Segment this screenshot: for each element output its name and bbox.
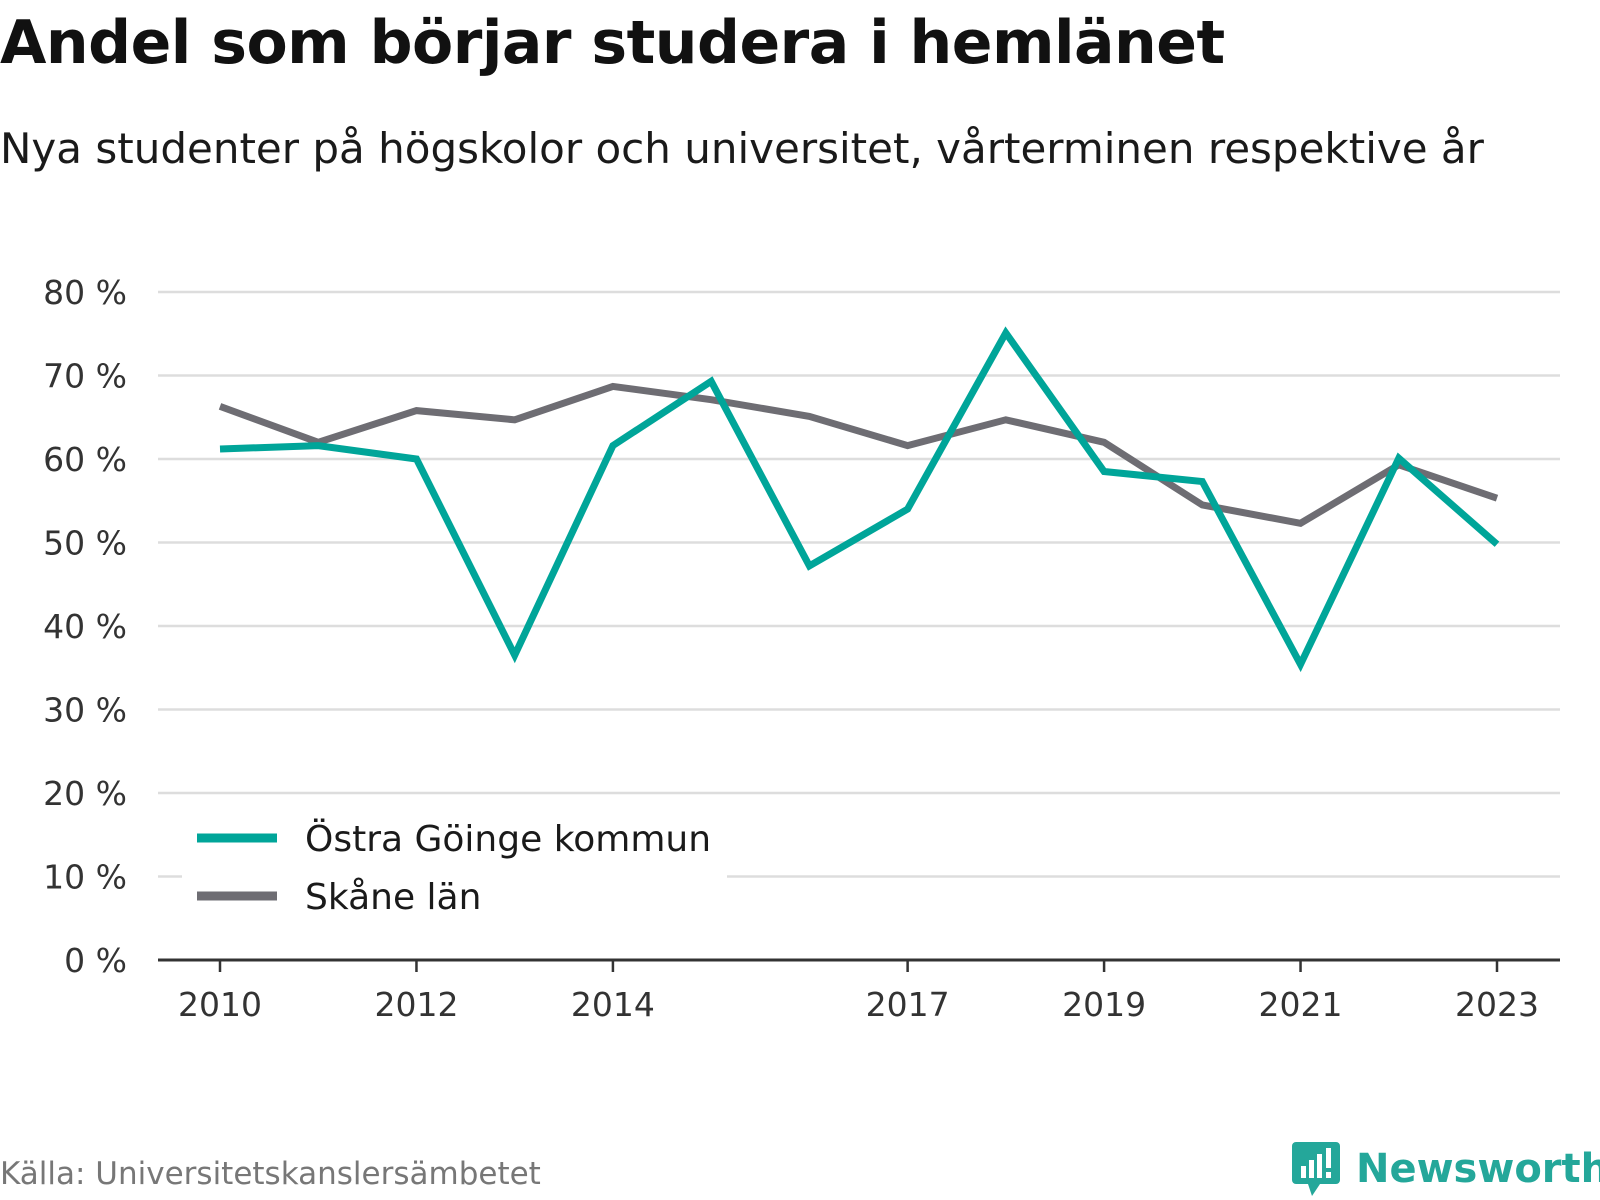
brand-logo-icon bbox=[1292, 1142, 1340, 1196]
y-tick-label: 0 % bbox=[64, 941, 127, 980]
legend-label: Skåne län bbox=[305, 877, 481, 918]
x-tick-label: 2014 bbox=[571, 985, 655, 1024]
y-tick-label: 30 % bbox=[43, 691, 127, 730]
chart-subtitle: Nya studenter på högskolor och universit… bbox=[0, 124, 1484, 173]
x-axis-labels: 2010 2012 2014 2017 2019 2021 2023 bbox=[178, 985, 1539, 1024]
y-tick-label: 40 % bbox=[43, 607, 127, 646]
x-axis bbox=[158, 958, 1560, 972]
y-tick-label: 80 % bbox=[43, 273, 127, 312]
y-tick-label: 20 % bbox=[43, 774, 127, 813]
y-axis-labels: 0 % 10 % 20 % 30 % 40 % 50 % 60 % 70 % 80 % bbox=[43, 273, 127, 980]
series-line-2 bbox=[218, 382, 1499, 527]
x-tick-label: 2019 bbox=[1062, 985, 1146, 1024]
x-tick-label: 2021 bbox=[1259, 985, 1343, 1024]
y-tick-label: 60 % bbox=[43, 440, 127, 479]
series-lines bbox=[218, 326, 1500, 673]
y-tick-label: 50 % bbox=[43, 524, 127, 563]
newsworthy-logo: Newsworthy bbox=[1290, 1140, 1600, 1198]
x-tick-label: 2023 bbox=[1455, 985, 1539, 1024]
chart-title: Andel som börjar studera i hemlänet bbox=[0, 8, 1225, 78]
source-note: Källa: Universitetskanslersämbetet bbox=[0, 1156, 541, 1192]
x-tick-label: 2010 bbox=[178, 985, 262, 1024]
legend-label: Östra Göinge kommun bbox=[305, 818, 711, 860]
x-tick-label: 2017 bbox=[866, 985, 950, 1024]
series-line-1 bbox=[219, 326, 1500, 673]
grid-lines bbox=[158, 290, 1560, 878]
y-tick-label: 70 % bbox=[43, 357, 127, 396]
legend: Östra Göinge kommun Skåne län bbox=[182, 808, 727, 918]
brand-name: Newsworthy bbox=[1356, 1146, 1600, 1192]
y-tick-label: 10 % bbox=[43, 858, 127, 897]
x-tick-label: 2012 bbox=[374, 985, 458, 1024]
